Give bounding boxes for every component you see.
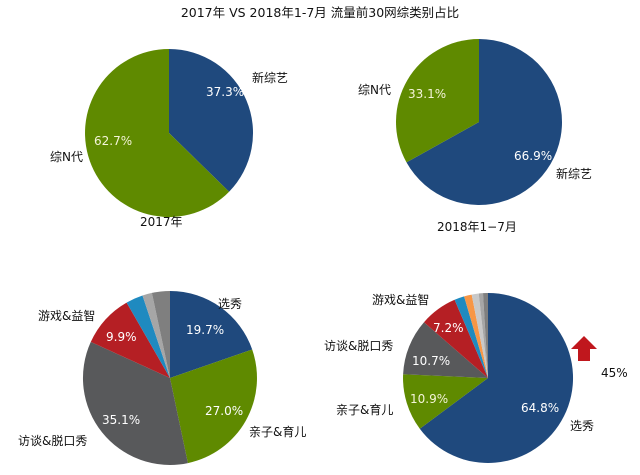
- slice-other-2-2018: [464, 294, 488, 378]
- pie-2017: 37.3% 62.7% 新综艺 综N代 2017年: [50, 49, 288, 229]
- label-talk-show: 访谈&脱口秀: [18, 433, 87, 448]
- up-arrow-icon: [571, 336, 597, 361]
- pct-parenting: 27.0%: [205, 404, 243, 418]
- pct-game-puzzle-2018: 7.2%: [433, 321, 464, 335]
- label-new-variety: 新综艺: [252, 70, 288, 85]
- slice-sequel-variety-2018: [396, 39, 479, 163]
- slice-new-variety: [169, 49, 254, 192]
- slice-sequel-variety: [85, 49, 230, 218]
- slice-other-4-2018: [478, 293, 488, 378]
- growth-annotation: 45%: [601, 366, 628, 380]
- slice-parenting: [170, 349, 257, 464]
- caption-2018: 2018年1−7月: [437, 220, 517, 234]
- pie-2018-categories: 64.8% 10.9% 10.7% 7.2% 选秀 亲子&育儿 访谈&脱口秀 游…: [324, 292, 628, 463]
- pct-talent-show: 19.7%: [186, 323, 224, 337]
- pct-parenting-2018: 10.9%: [410, 392, 448, 406]
- label-parenting-2018: 亲子&育儿: [336, 402, 393, 417]
- slice-parenting-2018: [403, 374, 488, 429]
- slice-talk-show-2018: [403, 322, 488, 378]
- pct-new-variety: 37.3%: [206, 85, 244, 99]
- slice-talk-show: [82, 341, 188, 465]
- chart-title: 2017年 VS 2018年1-7月 流量前30网综类别占比: [180, 5, 460, 20]
- label-talent-show-2018: 选秀: [570, 419, 594, 433]
- label-game-puzzle: 游戏&益智: [38, 308, 95, 323]
- caption-2017: 2017年: [140, 215, 183, 229]
- slice-other-1-2018: [454, 296, 488, 378]
- slice-game-puzzle-2018: [424, 299, 488, 378]
- pct-talent-show-2018: 64.8%: [521, 401, 559, 415]
- slice-other-5-2018: [483, 292, 488, 378]
- label-new-variety-2018: 新综艺: [556, 166, 592, 181]
- pie-2017-categories: 19.7% 27.0% 35.1% 9.9% 选秀 亲子&育儿 访谈&脱口秀 游…: [18, 291, 306, 465]
- pct-talk-show-2018: 10.7%: [412, 354, 450, 368]
- pct-sequel-variety: 62.7%: [94, 134, 132, 148]
- slice-other-1: [126, 295, 170, 378]
- pie-2018: 33.1% 66.9% 综N代 新综艺 2018年1−7月: [358, 39, 592, 234]
- pct-sequel-variety-2018: 33.1%: [408, 87, 446, 101]
- label-sequel-variety-2018: 综N代: [358, 83, 391, 97]
- slice-other-2: [142, 292, 170, 378]
- slice-other-3-2018: [471, 293, 488, 378]
- slice-other-3: [151, 291, 170, 378]
- slice-new-variety-2018: [406, 39, 563, 206]
- label-talk-show-2018: 访谈&脱口秀: [324, 338, 393, 353]
- label-talent-show: 选秀: [218, 297, 242, 311]
- label-sequel-variety: 综N代: [50, 150, 83, 164]
- label-parenting: 亲子&育儿: [249, 424, 306, 439]
- slice-game-puzzle: [90, 302, 170, 378]
- slice-talent-show-2018: [419, 293, 574, 463]
- slice-talent-show: [170, 291, 253, 378]
- pct-new-variety-2018: 66.9%: [514, 149, 552, 163]
- pct-talk-show: 35.1%: [102, 413, 140, 427]
- label-game-puzzle-2018: 游戏&益智: [372, 292, 429, 307]
- pct-game-puzzle: 9.9%: [106, 330, 137, 344]
